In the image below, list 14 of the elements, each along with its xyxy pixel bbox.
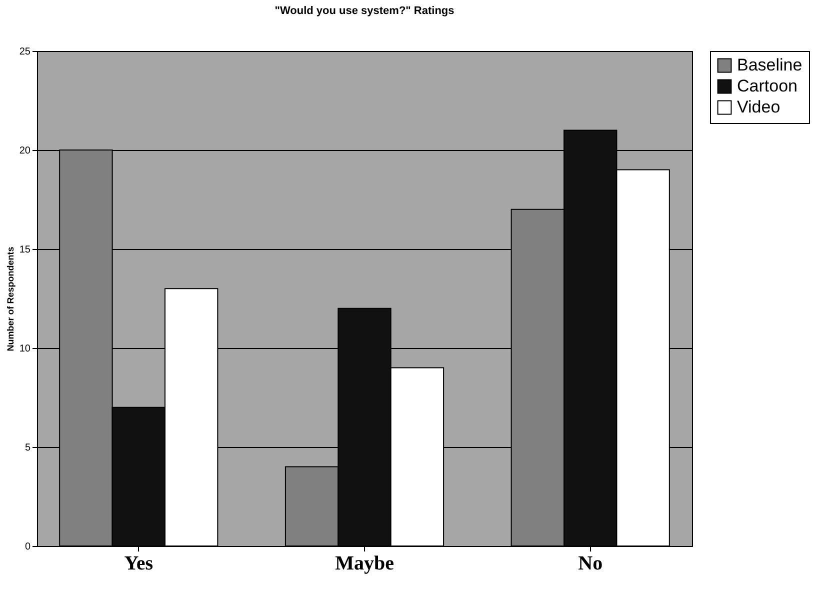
y-axis-title: Number of Respondents [5,246,16,352]
legend-label: Baseline [737,56,802,74]
y-tick-label: 5 [24,442,31,454]
y-tick-label: 15 [19,244,31,256]
y-tick-label: 20 [19,146,31,156]
legend-label: Video [737,98,780,116]
y-tick-label: 10 [19,344,31,354]
x-tick-label: Yes [124,552,154,574]
x-tick-label: No [578,552,603,574]
chart-title: "Would you use system?" Ratings [274,5,454,17]
y-tick-label: 25 [19,46,31,58]
y-tick-label: 0 [24,542,31,552]
x-tick-label: Maybe [335,552,394,574]
legend-label: Cartoon [737,76,798,96]
